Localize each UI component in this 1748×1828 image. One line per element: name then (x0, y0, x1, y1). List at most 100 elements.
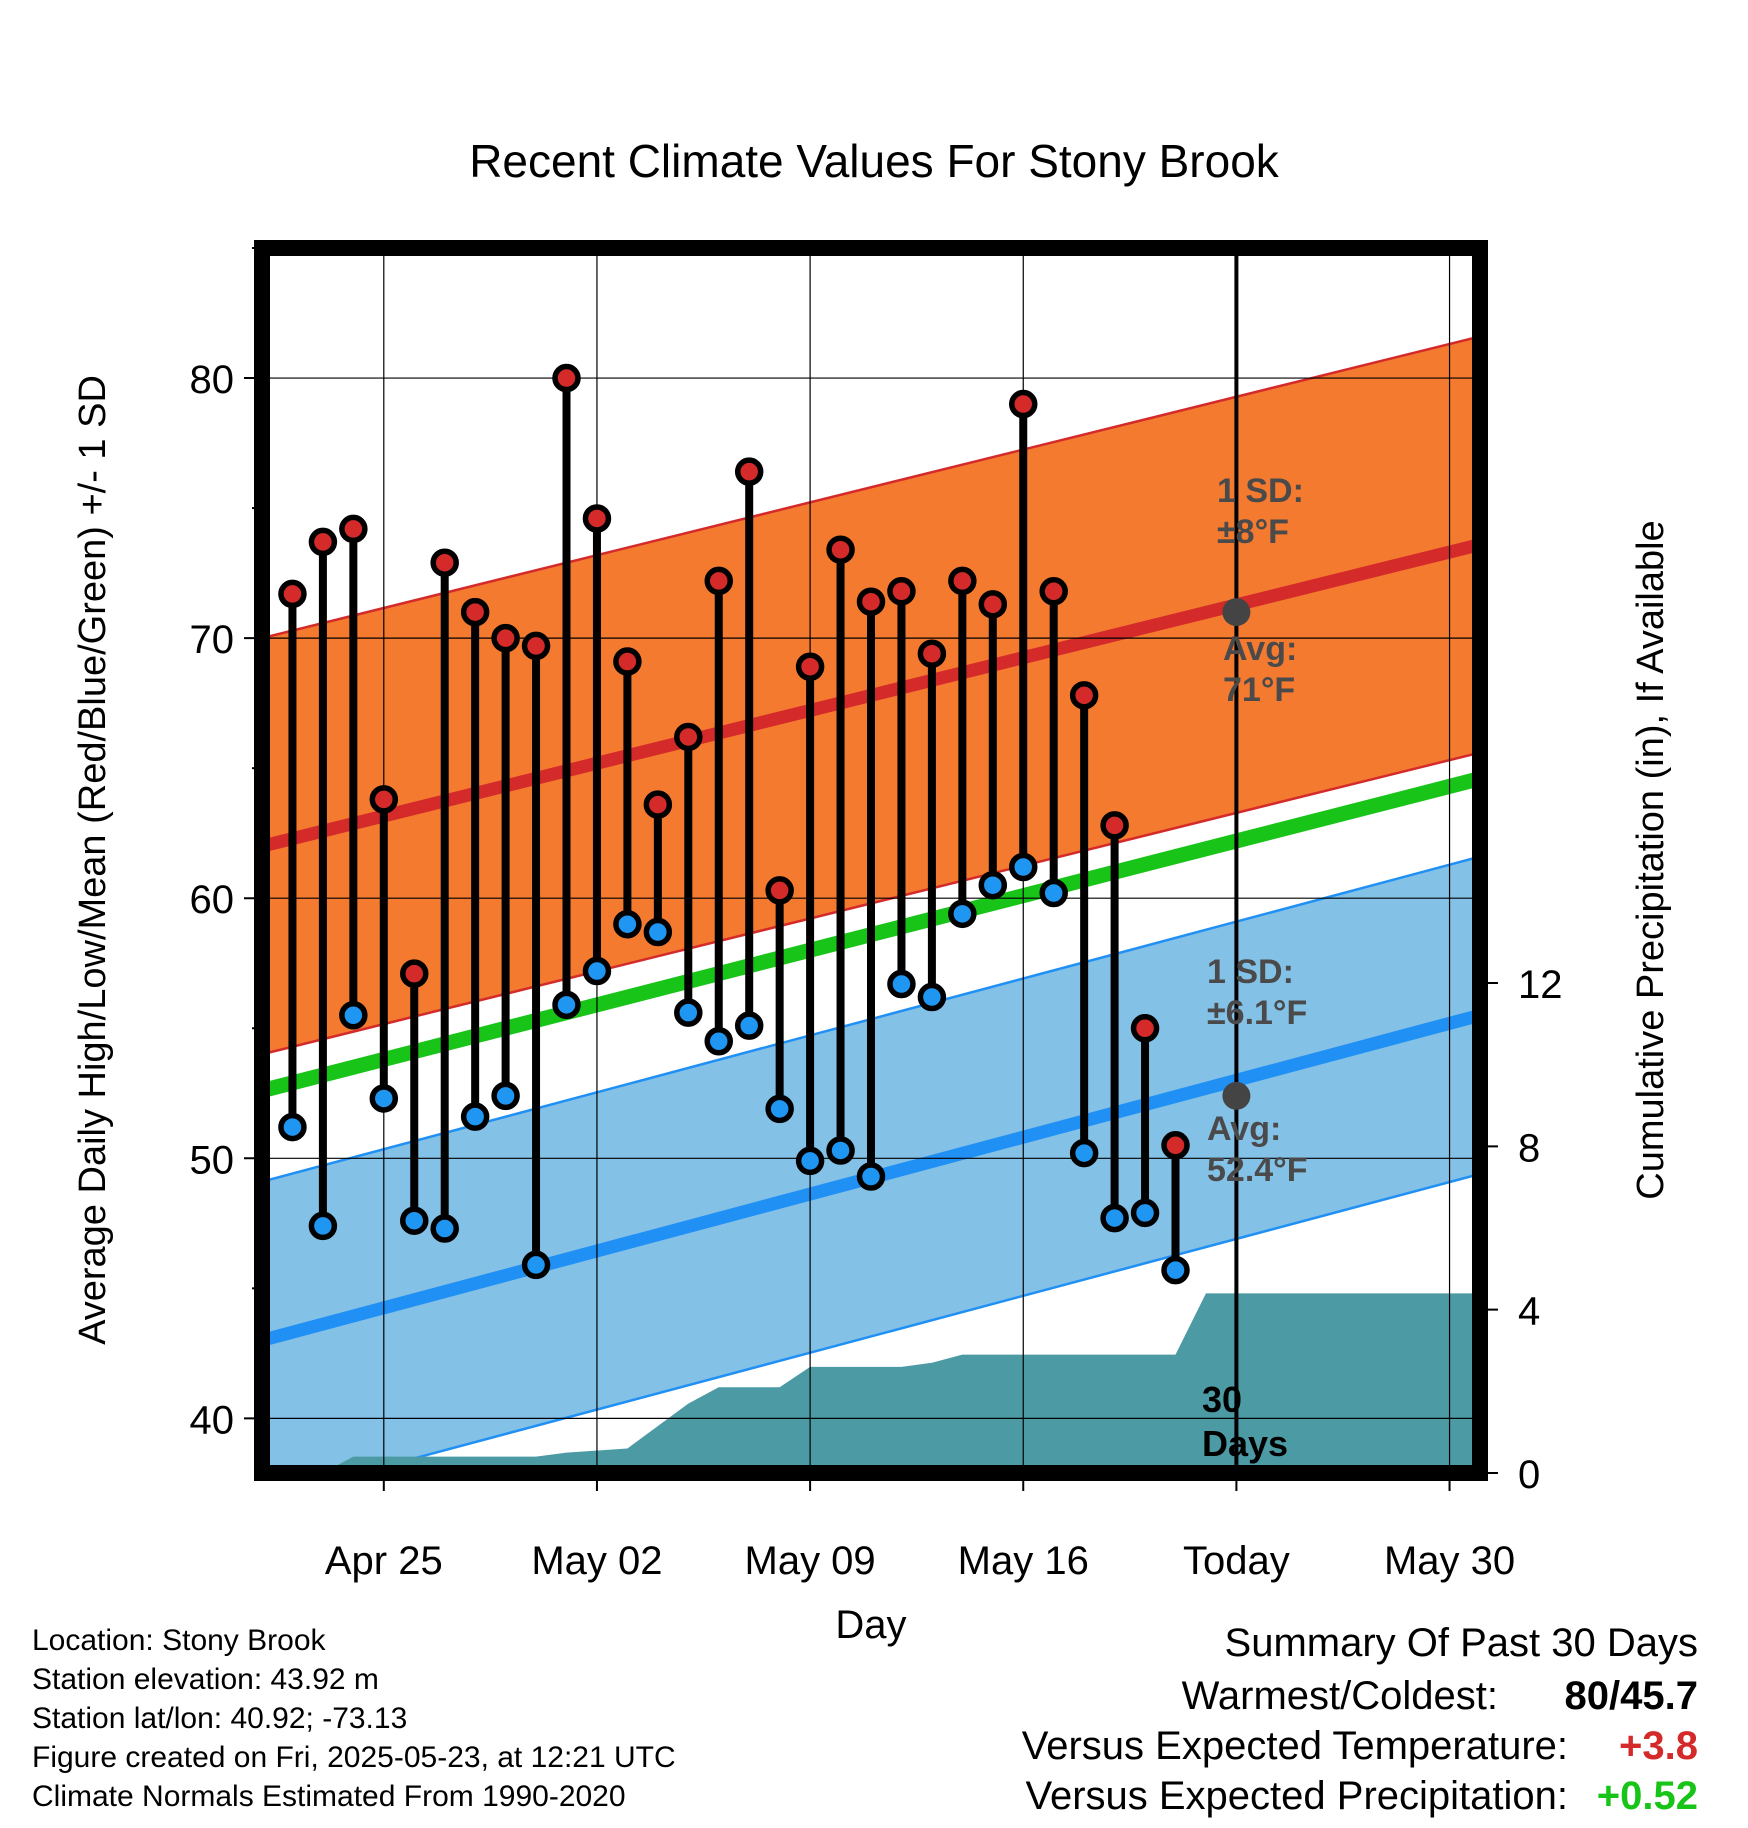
daily-high-point (582, 504, 612, 533)
daily-high-point (978, 590, 1008, 619)
daily-high-point (1069, 681, 1099, 710)
normal-low-band-lower-edge (354, 1172, 1480, 1473)
daily-high-point (308, 527, 338, 557)
annot-low-avg-line-1: 52.4°F (1207, 1151, 1308, 1189)
daily-high-point (795, 652, 825, 681)
daily-high-point (430, 548, 459, 577)
daily-high-point (521, 631, 551, 661)
daily-low-point (582, 956, 612, 986)
x-tick-label-4: Today (1183, 1539, 1290, 1583)
plot-area (262, 248, 1480, 1473)
footer-normals: Climate Normals Estimated From 1990-2020 (32, 1780, 626, 1813)
daily-low-point (1009, 852, 1038, 882)
daily-high-point (339, 514, 368, 544)
daily-low-point (643, 917, 673, 947)
x-tick-label-5: May 30 (1384, 1539, 1515, 1583)
daily-high-point (1161, 1131, 1190, 1160)
x-tick-label-3: May 16 (958, 1539, 1089, 1583)
daily-high-point (704, 566, 733, 596)
daily-low-point (795, 1146, 825, 1176)
footer-elevation: Station elevation: 43.92 m (32, 1663, 379, 1696)
y2-tick-label-8: 8 (1518, 1126, 1540, 1170)
y2-axis-title: Cumulative Precipitation (in), If Availa… (1630, 520, 1672, 1199)
daily-low-point (734, 1011, 764, 1040)
daily-low-point (1039, 878, 1068, 908)
normal-high-band-upper-edge (262, 335, 1480, 640)
x-axis-title: Day (835, 1603, 906, 1647)
annot-low-sd-line-1: ±6.1°F (1207, 994, 1307, 1032)
plot-frame (254, 240, 1488, 1481)
daily-high-point (948, 566, 977, 596)
annot-window-line-1: Days (1202, 1423, 1288, 1464)
y-axis-title: Average Daily High/Low/Mean (Red/Blue/Gr… (72, 375, 114, 1345)
daily-high-point (826, 535, 855, 564)
daily-high-point (734, 457, 764, 486)
today-avg-low-marker (1222, 1081, 1251, 1110)
daily-high-point (278, 579, 307, 609)
annot-low-avg-line-0: Avg: (1207, 1110, 1281, 1148)
daily-low-point (400, 1206, 429, 1235)
summary-temp-value: +3.8 (1619, 1724, 1698, 1768)
y-tick-label-80: 80 (190, 358, 235, 402)
footer-created: Figure created on Fri, 2025-05-23, at 12… (32, 1741, 676, 1774)
annot-high-sd-line-0: 1 SD: (1217, 472, 1304, 510)
daily-high-point (1009, 389, 1038, 419)
footer-location: Location: Stony Brook (32, 1624, 326, 1657)
daily-low-point (978, 870, 1008, 900)
daily-low-point (460, 1102, 490, 1131)
daily-low-point (339, 1001, 368, 1030)
daily-low-point (674, 998, 703, 1027)
daily-high-point (1039, 577, 1068, 606)
y2-tick-label-12: 12 (1518, 963, 1563, 1007)
y2-tick-label-0: 0 (1518, 1453, 1540, 1497)
daily-low-point (613, 909, 642, 939)
daily-low-point (430, 1214, 459, 1243)
annot-high-avg-line-0: Avg: (1223, 630, 1297, 668)
daily-high-point (674, 722, 703, 752)
summary-warm-cold-value: 80/45.7 (1564, 1674, 1698, 1718)
daily-high-point (1130, 1014, 1160, 1043)
daily-low-point (552, 990, 581, 1020)
y-tick-label-70: 70 (190, 618, 235, 662)
daily-high-point (1100, 811, 1129, 840)
daily-low-point (1161, 1255, 1190, 1285)
daily-low-point (765, 1094, 794, 1124)
daily-low-point (856, 1162, 886, 1191)
summary-heading: Summary Of Past 30 Days (1224, 1621, 1698, 1665)
daily-high-point (856, 587, 886, 616)
y2-tick-label-4: 4 (1518, 1290, 1540, 1334)
daily-high-point (917, 639, 947, 668)
daily-low-point (948, 899, 977, 929)
daily-high-point (400, 959, 429, 988)
daily-low-point (917, 982, 947, 1012)
annot-high-avg-line-1: 71°F (1223, 671, 1295, 709)
summary-temp-label: Versus Expected Temperature: (1021, 1724, 1568, 1768)
y-tick-label-40: 40 (190, 1398, 235, 1442)
summary-warm-cold-label: Warmest/Coldest: (1181, 1674, 1498, 1718)
footer-latlon: Station lat/lon: 40.92; -73.13 (32, 1702, 408, 1735)
summary-precip-label: Versus Expected Precipitation: (1025, 1774, 1568, 1818)
daily-low-point (369, 1084, 399, 1113)
today-avg-high-marker (1222, 598, 1251, 627)
summary-precip-value: +0.52 (1596, 1774, 1698, 1818)
x-tick-label-1: May 02 (531, 1539, 662, 1583)
daily-low-point (1069, 1138, 1099, 1168)
y-tick-label-60: 60 (190, 878, 235, 922)
daily-high-point (887, 577, 916, 606)
daily-low-point (491, 1081, 520, 1111)
daily-low-point (887, 969, 916, 999)
daily-low-point (1130, 1198, 1160, 1228)
annot-window-line-0: 30 (1202, 1379, 1242, 1420)
daily-high-point (613, 647, 642, 676)
daily-low-point (308, 1211, 338, 1241)
chart-title: Recent Climate Values For Stony Brook (469, 135, 1279, 187)
annot-high-sd-line-1: ±8°F (1217, 513, 1289, 551)
x-tick-label-0: Apr 25 (325, 1539, 443, 1583)
daily-low-point (1100, 1203, 1129, 1233)
daily-low-point (826, 1136, 855, 1165)
daily-high-point (460, 597, 490, 627)
daily-low-point (521, 1250, 551, 1280)
y-tick-label-50: 50 (190, 1138, 235, 1182)
daily-high-point (765, 876, 794, 905)
